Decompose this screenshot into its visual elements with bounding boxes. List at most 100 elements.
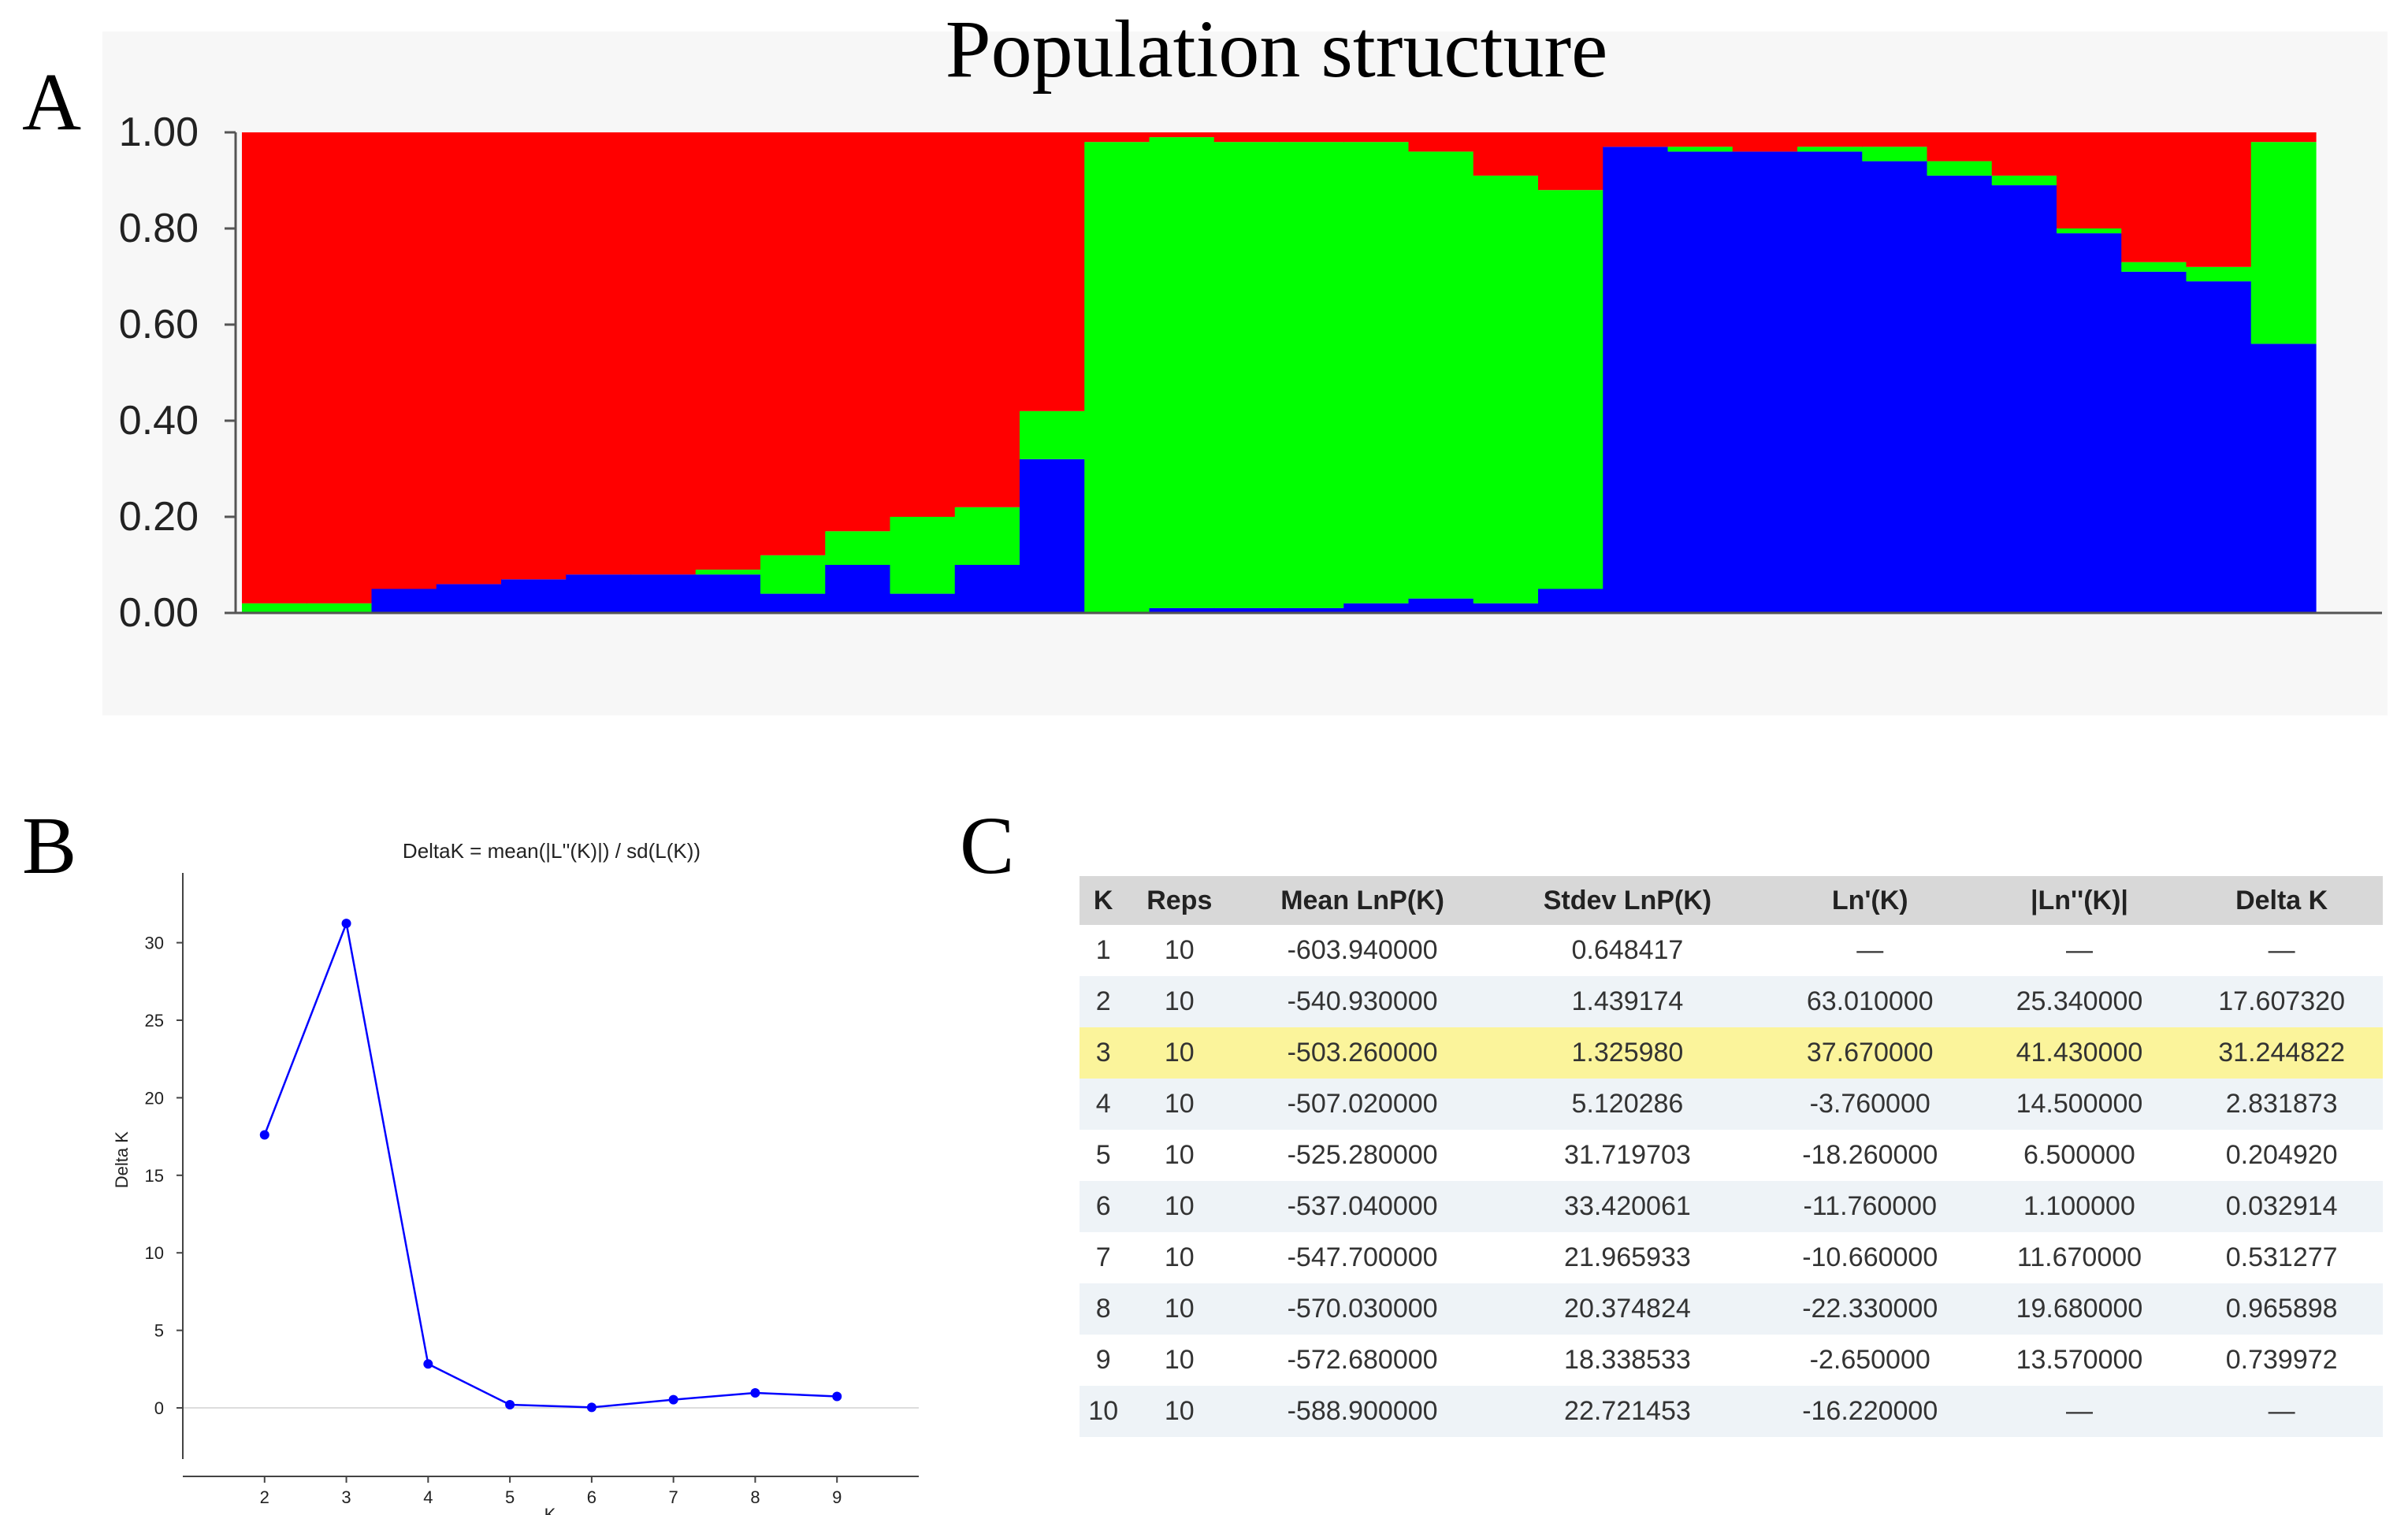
structure-bar-green: [307, 603, 373, 613]
structure-bar-red: [1408, 132, 1474, 152]
table-header-cell: K: [1080, 876, 1128, 925]
table-cell: 6.500000: [1978, 1130, 2181, 1181]
structure-bar-red: [371, 132, 437, 589]
table-cell: 1: [1080, 925, 1128, 976]
table-header-cell: Stdev LnP(K): [1492, 876, 1762, 925]
table-cell: —: [2180, 925, 2383, 976]
table-header-cell: Delta K: [2180, 876, 2383, 925]
structure-bar-red: [1279, 132, 1344, 143]
delta-k-line-chart: DeltaK = mean(|L''(K)|) / sd(L(K)) 0 5 10 15…: [112, 839, 919, 1515]
structure-bar-red: [1213, 132, 1280, 143]
delta-k-table-container: K Reps Mean LnP(K) Stdev LnP(K) Ln'(K) |Ln''(…: [1080, 876, 2383, 1437]
table-row: 6 10 -537.040000 33.420061 -11.760000 1.10000…: [1080, 1181, 2383, 1232]
delta-k-y-tick-label: 5: [154, 1321, 164, 1341]
structure-bars: [242, 132, 2317, 614]
structure-bar-blue: [1279, 607, 1344, 613]
table-row: 10 10 -588.900000 22.721453 -16.220000— —: [1080, 1386, 2383, 1437]
structure-bar-blue: [436, 584, 502, 613]
delta-k-y-label: Delta K: [112, 1131, 132, 1188]
structure-bar-blue: [1667, 151, 1734, 613]
table-cell: 2.831873: [2180, 1079, 2383, 1130]
structure-bar-red: [2186, 132, 2252, 267]
table-cell: -603.940000: [1232, 925, 1493, 976]
table-row: 7 10 -547.700000 21.965933 -10.660000 11.6700…: [1080, 1232, 2383, 1283]
table-cell: —: [1978, 925, 2181, 976]
table-cell: -572.680000: [1232, 1335, 1493, 1386]
table-cell: 17.607320: [2180, 976, 2383, 1027]
table-cell: 10: [1127, 1386, 1232, 1437]
delta-k-y-tick-label: 30: [145, 934, 164, 953]
table-cell: 10: [1127, 925, 1232, 976]
structure-bar-green: [1538, 190, 1603, 589]
panel-label-a: A: [22, 57, 82, 147]
structure-bar-red: [1473, 132, 1539, 176]
structure-bar-green: [1408, 151, 1474, 599]
table-cell: 10: [1127, 1130, 1232, 1181]
table-cell: 18.338533: [1492, 1335, 1762, 1386]
table-row: 8 10 -570.030000 20.374824 -22.330000 19.6800…: [1080, 1283, 2383, 1335]
table-body: 1 10 -603.940000 0.648417— — —2 10 -540.930000 1…: [1080, 925, 2383, 1437]
delta-k-point: [341, 919, 351, 929]
delta-k-y-tick-label: 10: [145, 1243, 164, 1263]
delta-k-point: [668, 1394, 678, 1405]
structure-bar-red: [242, 132, 307, 603]
table-row-highlighted: 3 10 -503.260000 1.325980 37.670000 41.430000…: [1080, 1027, 2383, 1079]
table-cell: -503.260000: [1232, 1027, 1493, 1079]
table-cell: -3.760000: [1761, 1079, 1979, 1130]
table-cell: 14.500000: [1978, 1079, 2181, 1130]
table-cell: 6: [1080, 1181, 1128, 1232]
structure-bar-green: [1213, 142, 1280, 608]
table-cell: -570.030000: [1232, 1283, 1493, 1335]
structure-bar-green: [1020, 410, 1085, 459]
table-cell: 22.721453: [1492, 1386, 1762, 1437]
structure-bar-red: [630, 132, 697, 575]
delta-k-point: [259, 1130, 269, 1140]
structure-bar-green: [1667, 147, 1734, 152]
structure-y-tick-label: 0.00: [119, 590, 199, 636]
delta-k-table: K Reps Mean LnP(K) Stdev LnP(K) Ln'(K) |Ln''(…: [1080, 876, 2383, 1437]
delta-k-x-tick-label: 8: [750, 1487, 760, 1507]
structure-bar-red: [2057, 132, 2122, 228]
delta-k-line: [263, 919, 838, 1409]
table-cell: 31.244822: [2180, 1027, 2383, 1079]
structure-bar-red: [1991, 132, 2057, 176]
structure-bar-blue: [2057, 233, 2122, 613]
table-cell: 37.670000: [1761, 1027, 1979, 1079]
table-cell: -537.040000: [1232, 1181, 1493, 1232]
table-cell: -16.220000: [1761, 1386, 1979, 1437]
table-cell: 1.439174: [1492, 976, 1762, 1027]
structure-bar-red: [760, 132, 826, 555]
structure-bar-green: [1862, 147, 1928, 162]
panel-label-b: B: [22, 800, 77, 891]
structure-bar-blue: [2121, 271, 2187, 613]
figure-title: Population structure: [945, 4, 1608, 95]
structure-bar-red: [1862, 132, 1928, 147]
structure-bar-blue: [1603, 147, 1669, 614]
table-cell: 0.204920: [2180, 1130, 2383, 1181]
table-cell: 20.374824: [1492, 1283, 1762, 1335]
delta-k-x-tick-label: 5: [505, 1487, 515, 1507]
structure-bar-green: [954, 507, 1020, 565]
structure-bar-blue: [1797, 151, 1863, 613]
table-cell: 21.965933: [1492, 1232, 1762, 1283]
structure-bar-green: [1473, 175, 1539, 603]
table-cell: 10: [1127, 1027, 1232, 1079]
delta-k-axes: DeltaK = mean(|L''(K)|) / sd(L(K)) 0 5 10 15…: [112, 839, 919, 1515]
delta-k-point: [586, 1402, 596, 1413]
structure-bar-blue: [1408, 598, 1474, 613]
structure-bar-green: [2057, 228, 2122, 234]
structure-bar-green: [242, 603, 307, 613]
delta-k-x-tick-label: 6: [587, 1487, 596, 1507]
table-cell: -588.900000: [1232, 1386, 1493, 1437]
structure-y-tick-label: 1.00: [119, 110, 199, 155]
structure-bar-green: [1927, 161, 1993, 176]
table-header-row: K Reps Mean LnP(K) Stdev LnP(K) Ln'(K) |Ln''(…: [1080, 876, 2383, 925]
table-cell: -10.660000: [1761, 1232, 1979, 1283]
delta-k-y-tick-label: 25: [145, 1011, 164, 1030]
structure-bar-red: [954, 132, 1020, 507]
table-cell: 1.325980: [1492, 1027, 1762, 1079]
delta-k-x-tick-label: 3: [341, 1487, 351, 1507]
structure-bar-blue: [890, 593, 956, 613]
table-row: 2 10 -540.930000 1.439174 63.010000 25.340000…: [1080, 976, 2383, 1027]
structure-bar-blue: [630, 574, 697, 613]
